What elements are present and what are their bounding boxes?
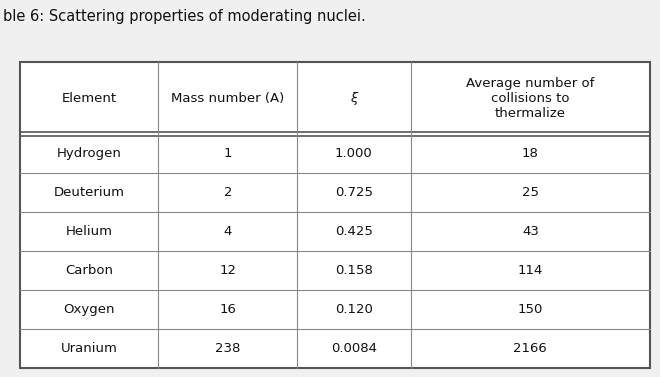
- Text: 114: 114: [517, 264, 543, 277]
- Text: 1.000: 1.000: [335, 147, 373, 160]
- Text: 0.158: 0.158: [335, 264, 373, 277]
- Text: 238: 238: [215, 342, 240, 355]
- Text: ble 6: Scattering properties of moderating nuclei.: ble 6: Scattering properties of moderati…: [3, 9, 366, 25]
- Text: Mass number (A): Mass number (A): [171, 92, 284, 104]
- Text: 0.120: 0.120: [335, 303, 373, 316]
- Text: 150: 150: [517, 303, 543, 316]
- Text: 0.725: 0.725: [335, 186, 373, 199]
- Text: 2166: 2166: [513, 342, 547, 355]
- Text: Oxygen: Oxygen: [63, 303, 115, 316]
- Text: 43: 43: [522, 225, 539, 238]
- Text: Element: Element: [61, 92, 117, 104]
- Text: Uranium: Uranium: [61, 342, 117, 355]
- Text: Deuterium: Deuterium: [53, 186, 125, 199]
- Text: 0.425: 0.425: [335, 225, 373, 238]
- Text: 2: 2: [224, 186, 232, 199]
- Text: 12: 12: [219, 264, 236, 277]
- Text: Average number of
collisions to
thermalize: Average number of collisions to thermali…: [466, 77, 595, 120]
- Text: 4: 4: [224, 225, 232, 238]
- Text: 1: 1: [224, 147, 232, 160]
- Text: 25: 25: [522, 186, 539, 199]
- Text: ξ: ξ: [350, 92, 358, 104]
- Text: Helium: Helium: [65, 225, 113, 238]
- Text: 0.0084: 0.0084: [331, 342, 377, 355]
- Text: 18: 18: [522, 147, 539, 160]
- Text: 16: 16: [219, 303, 236, 316]
- Text: Hydrogen: Hydrogen: [57, 147, 121, 160]
- Text: Carbon: Carbon: [65, 264, 113, 277]
